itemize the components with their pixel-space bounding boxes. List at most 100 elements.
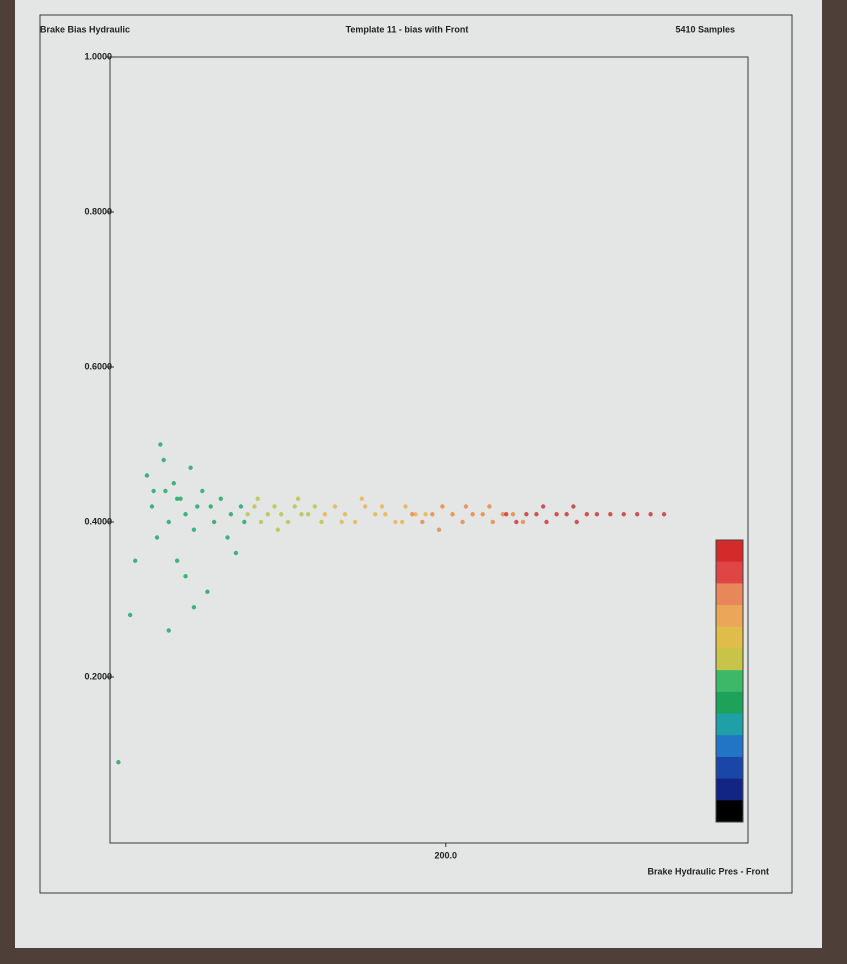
point bbox=[234, 551, 238, 555]
colorbar-band bbox=[716, 583, 743, 605]
colorbar-band bbox=[716, 670, 743, 692]
point bbox=[175, 497, 179, 501]
point bbox=[393, 520, 397, 524]
point bbox=[571, 504, 575, 508]
point bbox=[306, 512, 310, 516]
point bbox=[662, 512, 666, 516]
point bbox=[200, 489, 204, 493]
colorbar-band bbox=[716, 562, 743, 584]
point bbox=[259, 520, 263, 524]
x-axis-label: Brake Hydraulic Pres - Front bbox=[647, 866, 769, 876]
point bbox=[403, 504, 407, 508]
point bbox=[400, 520, 404, 524]
point bbox=[158, 442, 162, 446]
sample-count: 5410 Samples bbox=[675, 24, 735, 34]
point bbox=[212, 520, 216, 524]
point bbox=[272, 504, 276, 508]
point bbox=[360, 497, 364, 501]
point bbox=[534, 512, 538, 516]
point bbox=[585, 512, 589, 516]
point bbox=[172, 481, 176, 485]
point bbox=[511, 512, 515, 516]
colorbar-band bbox=[716, 540, 743, 562]
point bbox=[128, 613, 132, 617]
x-tick-label: 200.0 bbox=[435, 850, 458, 860]
y-tick-label: 0.2000 bbox=[84, 671, 112, 681]
point bbox=[339, 520, 343, 524]
colorbar-band bbox=[716, 779, 743, 801]
point bbox=[195, 504, 199, 508]
point bbox=[183, 574, 187, 578]
point bbox=[481, 512, 485, 516]
point bbox=[420, 520, 424, 524]
point bbox=[487, 504, 491, 508]
point bbox=[595, 512, 599, 516]
point bbox=[554, 512, 558, 516]
point bbox=[245, 512, 249, 516]
y-tick-label: 0.8000 bbox=[84, 206, 112, 216]
point bbox=[524, 512, 528, 516]
point bbox=[209, 504, 213, 508]
point bbox=[242, 520, 246, 524]
point bbox=[145, 473, 149, 477]
point bbox=[564, 512, 568, 516]
point bbox=[373, 512, 377, 516]
point bbox=[541, 504, 545, 508]
colorbar-band bbox=[716, 800, 743, 822]
point bbox=[470, 512, 474, 516]
paper bbox=[15, 0, 822, 948]
point bbox=[279, 512, 283, 516]
point bbox=[188, 466, 192, 470]
point bbox=[252, 504, 256, 508]
point bbox=[151, 489, 155, 493]
colorbar-band bbox=[716, 757, 743, 779]
colorbar-band bbox=[716, 627, 743, 649]
point bbox=[296, 497, 300, 501]
point bbox=[229, 512, 233, 516]
point bbox=[239, 504, 243, 508]
point bbox=[319, 520, 323, 524]
colorbar-band bbox=[716, 648, 743, 670]
point bbox=[225, 535, 229, 539]
point bbox=[363, 504, 367, 508]
point bbox=[575, 520, 579, 524]
chart-title: Template 11 - bias with Front bbox=[346, 24, 469, 34]
point bbox=[286, 520, 290, 524]
point bbox=[167, 520, 171, 524]
point bbox=[116, 760, 120, 764]
point bbox=[155, 535, 159, 539]
point bbox=[353, 520, 357, 524]
point bbox=[150, 504, 154, 508]
point bbox=[635, 512, 639, 516]
point bbox=[440, 504, 444, 508]
point bbox=[504, 512, 508, 516]
point bbox=[292, 504, 296, 508]
colorbar-band bbox=[716, 605, 743, 627]
point bbox=[205, 590, 209, 594]
point bbox=[299, 512, 303, 516]
point bbox=[514, 520, 518, 524]
point bbox=[162, 458, 166, 462]
point bbox=[622, 512, 626, 516]
point bbox=[423, 512, 427, 516]
y-tick-label: 1.0000 bbox=[84, 51, 112, 61]
point bbox=[333, 504, 337, 508]
chart: Brake Bias Hydraulic Template 11 - bias … bbox=[0, 0, 847, 964]
point bbox=[383, 512, 387, 516]
point bbox=[343, 512, 347, 516]
colorbar-band bbox=[716, 692, 743, 714]
point bbox=[450, 512, 454, 516]
colorbar-band bbox=[716, 735, 743, 757]
y-axis-label: Brake Bias Hydraulic bbox=[40, 24, 130, 34]
point bbox=[608, 512, 612, 516]
point bbox=[491, 520, 495, 524]
point bbox=[648, 512, 652, 516]
point bbox=[313, 504, 317, 508]
point bbox=[521, 520, 525, 524]
point bbox=[460, 520, 464, 524]
point bbox=[192, 528, 196, 532]
point bbox=[410, 512, 414, 516]
point bbox=[323, 512, 327, 516]
point bbox=[133, 559, 137, 563]
point bbox=[167, 628, 171, 632]
